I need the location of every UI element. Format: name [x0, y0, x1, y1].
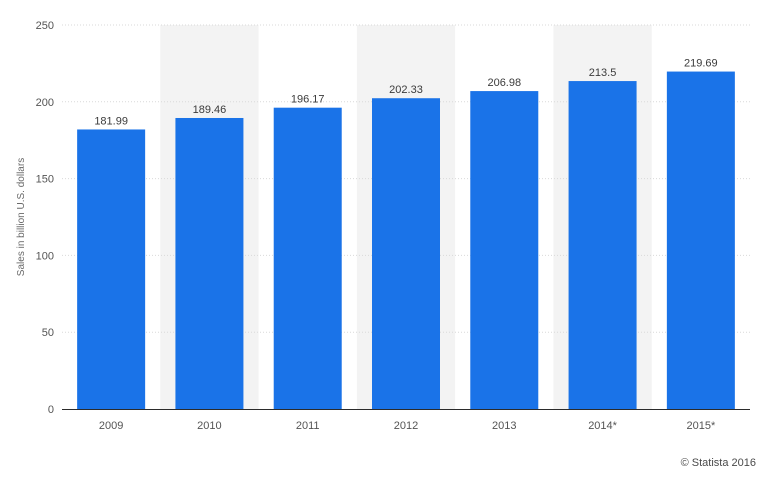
y-tick-label: 150 — [36, 174, 54, 186]
x-tick-label: 2015* — [686, 420, 715, 432]
x-axis-ticks: 2009 2010 2011 2012 2013 2014* 2015* — [99, 420, 716, 432]
bar — [273, 107, 342, 410]
data-label: 189.46 — [193, 104, 227, 116]
bar — [568, 81, 637, 410]
y-tick-label: 100 — [36, 250, 54, 262]
x-tick-label: 2012 — [394, 420, 418, 432]
y-axis-ticks: 0 50 100 150 200 250 — [36, 20, 54, 416]
data-label: 196.17 — [291, 94, 325, 106]
y-axis-title: Sales in billion U.S. dollars — [16, 158, 27, 276]
y-tick-label: 0 — [48, 404, 54, 416]
bars — [77, 71, 735, 410]
data-labels: 181.99 189.46 196.17 202.33 206.98 213.5 219.6… — [94, 58, 717, 128]
x-tick-label: 2014* — [588, 420, 617, 432]
x-tick-label: 2010 — [197, 420, 221, 432]
data-label: 213.5 — [589, 67, 617, 79]
y-tick-label: 50 — [42, 327, 54, 339]
x-tick-label: 2013 — [492, 420, 516, 432]
source-credit[interactable]: © Statista 2016 — [680, 457, 756, 469]
x-tick-label: 2009 — [99, 420, 123, 432]
bar — [175, 117, 244, 409]
bar — [470, 91, 539, 409]
x-tick-label: 2011 — [296, 420, 320, 432]
data-label: 181.99 — [94, 115, 128, 127]
data-label: 202.33 — [389, 84, 423, 96]
y-tick-label: 200 — [36, 97, 54, 109]
bar — [666, 71, 735, 410]
data-label: 219.69 — [684, 58, 718, 70]
y-tick-label: 250 — [36, 20, 54, 32]
bar — [372, 98, 440, 409]
bar — [77, 129, 146, 409]
data-label: 206.98 — [487, 77, 521, 89]
